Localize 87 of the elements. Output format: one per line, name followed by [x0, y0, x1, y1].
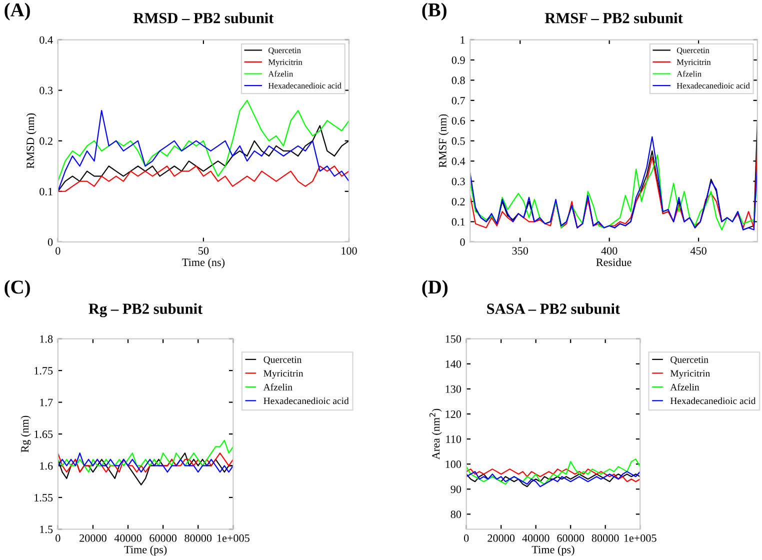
legend-label: Myricitrin [268, 59, 302, 67]
legend-label: Hexadecanedioic acid [670, 397, 756, 404]
x-tick-label: 350 [512, 247, 528, 255]
y-tick-label: 90 [450, 486, 462, 494]
x-tick-label: 40000 [522, 534, 550, 542]
chart-title: RMSF – PB2 subunit [544, 12, 683, 24]
line-series [58, 100, 349, 182]
y-tick-label: 0.3 [40, 86, 53, 94]
y-tick-label: 140 [446, 360, 462, 368]
line-series [58, 166, 349, 192]
line-series [58, 452, 234, 473]
x-tick-label: 40000 [114, 534, 142, 542]
legend-label: Afzelin [268, 70, 294, 77]
chart-title: SASA – PB2 subunit [487, 303, 620, 314]
legend-label: Myricitrin [676, 59, 711, 67]
legend-label: Hexadecanedioic acid [264, 397, 349, 404]
text: (A) [4, 2, 30, 20]
x-tick-label: 450 [690, 247, 706, 255]
x-tick-label: 0 [56, 247, 60, 255]
x-tick-label: 60000 [557, 534, 584, 542]
y-tick-label: 0.5 [452, 137, 465, 145]
chart-title: RMSD – PB2 subunit [133, 12, 274, 24]
y-tick-label: 130 [446, 385, 462, 393]
y-tick-label: 100 [446, 460, 462, 468]
y-tick-label: 1.55 [34, 494, 53, 502]
y-tick-label: 1 [460, 36, 465, 44]
legend-label: Quercetin [670, 356, 708, 364]
x-tick-label: 60000 [150, 534, 177, 542]
legend-label: Quercetin [676, 48, 710, 54]
x-tick-label: 1e+005 [217, 534, 250, 542]
x-tick-label: 50 [198, 247, 209, 255]
y-tick-label: 150 [446, 335, 462, 343]
y-tick-label: 80 [450, 510, 462, 518]
legend-label: Afzelin [676, 70, 702, 77]
y-axis-title: Area (nm$^{2}$) [429, 408, 442, 460]
y-tick-label: 0.8 [452, 76, 465, 84]
y-tick-label: 0 [48, 238, 53, 246]
legend-label: Myricitrin [264, 370, 304, 379]
legend-label: Afzelin [670, 383, 700, 390]
y-tick-label: 0.9 [452, 56, 465, 64]
x-tick-label: 1e+005 [624, 534, 656, 542]
line-series [466, 468, 640, 482]
y-axis-title: Rg (nm) [20, 416, 31, 452]
text: (B) [422, 2, 446, 20]
y-tick-label: 1.7 [40, 398, 53, 406]
x-axis-title: Time (ns) [182, 258, 225, 268]
y-tick-label: 0.1 [452, 218, 465, 226]
text: (C) [4, 280, 30, 298]
y-tick-label: 110 [446, 435, 462, 443]
x-axis-title: Time (ps) [124, 546, 167, 556]
legend-label: Quercetin [264, 356, 302, 364]
y-tick-label: 1.65 [34, 430, 53, 438]
x-axis-title: Residue [596, 258, 632, 266]
y-tick-label: 0.6 [452, 117, 465, 125]
y-tick-label: 0.2 [40, 137, 52, 145]
line-series [466, 458, 640, 485]
y-tick-label: 0.1 [40, 188, 52, 196]
y-axis-title: RMSF (nm) [438, 114, 449, 168]
y-tick-label: 0.4 [40, 36, 53, 44]
x-axis-title: Time (ps) [532, 546, 574, 556]
legend-label: Quercetin [268, 48, 301, 54]
x-tick-label: 400 [601, 247, 618, 255]
y-tick-label: 1.75 [34, 367, 53, 375]
legend-label: Hexadecanedioic acid [676, 82, 750, 89]
text: (D) [422, 280, 448, 298]
y-tick-label: 1.6 [40, 462, 53, 470]
legend-label: Hexadecanedioic acid [268, 82, 342, 89]
line-series [58, 110, 349, 192]
y-tick-label: 1.8 [40, 335, 53, 343]
x-tick-label: 80000 [184, 534, 212, 542]
x-tick-label: 20000 [488, 534, 515, 542]
x-tick-label: 80000 [592, 534, 619, 542]
x-tick-label: 100 [342, 247, 357, 255]
y-tick-label: 0 [460, 238, 465, 246]
y-tick-label: 1.5 [40, 526, 53, 534]
y-tick-label: 0.7 [452, 96, 465, 104]
y-axis-title: RMSD (nm) [26, 113, 36, 168]
y-tick-label: 0.3 [452, 178, 465, 186]
y-tick-label: 120 [446, 410, 462, 418]
chart-title: Rg – PB2 subunit [88, 303, 203, 318]
y-tick-label: 0.2 [452, 198, 465, 206]
y-tick-label: 0.4 [452, 158, 466, 166]
legend-label: Myricitrin [670, 370, 710, 379]
x-tick-label: 0 [56, 534, 60, 542]
x-tick-label: 20000 [80, 534, 106, 542]
legend-label: Afzelin [263, 383, 292, 390]
line-series [58, 440, 234, 473]
